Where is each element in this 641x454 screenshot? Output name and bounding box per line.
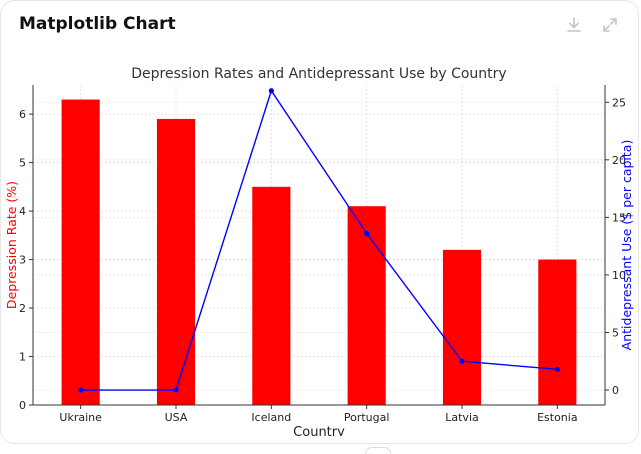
bar-ukraine bbox=[61, 99, 100, 405]
right-tick-label: 15 bbox=[612, 211, 626, 224]
right-axis-label: Antidepressant Use ($ per capita) bbox=[619, 140, 634, 351]
x-tick-label: Ukraine bbox=[59, 411, 102, 424]
x-tick-label: Latvia bbox=[445, 411, 479, 424]
line-point-latvia bbox=[459, 358, 465, 364]
bar-usa bbox=[156, 118, 196, 405]
chart-title: Depression Rates and Antidepressant Use … bbox=[131, 66, 506, 82]
left-tick-label: 2 bbox=[19, 302, 26, 315]
expand-icon[interactable] bbox=[600, 15, 620, 35]
line-point-portugal bbox=[364, 230, 370, 237]
right-tick-label: 0 bbox=[612, 384, 619, 397]
bar-estonia bbox=[538, 259, 577, 405]
bar-iceland bbox=[252, 186, 291, 405]
line-point-iceland bbox=[268, 88, 274, 94]
left-tick-label: 3 bbox=[19, 254, 26, 267]
line-point-ukraine bbox=[78, 387, 84, 393]
left-tick-label: 5 bbox=[19, 157, 26, 170]
chart-canvas: Depression Rates and Antidepressant Use … bbox=[4, 66, 634, 436]
bar-portugal bbox=[347, 206, 386, 405]
x-tick-label: Portugal bbox=[344, 411, 390, 424]
right-tick-label: 20 bbox=[612, 154, 626, 167]
line-point-estonia bbox=[554, 366, 560, 372]
header-actions bbox=[564, 15, 620, 35]
resize-handle[interactable] bbox=[365, 447, 391, 454]
right-tick-label: 25 bbox=[612, 96, 626, 109]
right-tick-label: 10 bbox=[612, 269, 626, 282]
left-axis-label: Depression Rate (%) bbox=[4, 181, 19, 309]
line-point-usa bbox=[173, 387, 179, 393]
x-tick-label: Estonia bbox=[537, 411, 578, 424]
left-tick-label: 6 bbox=[19, 108, 26, 121]
window-title: Matplotlib Chart bbox=[19, 14, 176, 34]
x-tick-label: Iceland bbox=[251, 411, 291, 424]
left-tick-label: 0 bbox=[19, 399, 26, 412]
left-tick-label: 1 bbox=[19, 351, 26, 364]
x-axis-label: Country bbox=[293, 425, 345, 436]
antidepressant-line bbox=[80, 89, 558, 391]
right-tick-label: 5 bbox=[612, 326, 619, 339]
chart-card: Matplotlib Chart Depression Rates and An… bbox=[0, 0, 639, 444]
left-tick-label: 4 bbox=[19, 205, 26, 218]
download-icon[interactable] bbox=[564, 15, 584, 35]
bar-latvia bbox=[442, 249, 482, 405]
x-tick-label: USA bbox=[165, 411, 188, 424]
